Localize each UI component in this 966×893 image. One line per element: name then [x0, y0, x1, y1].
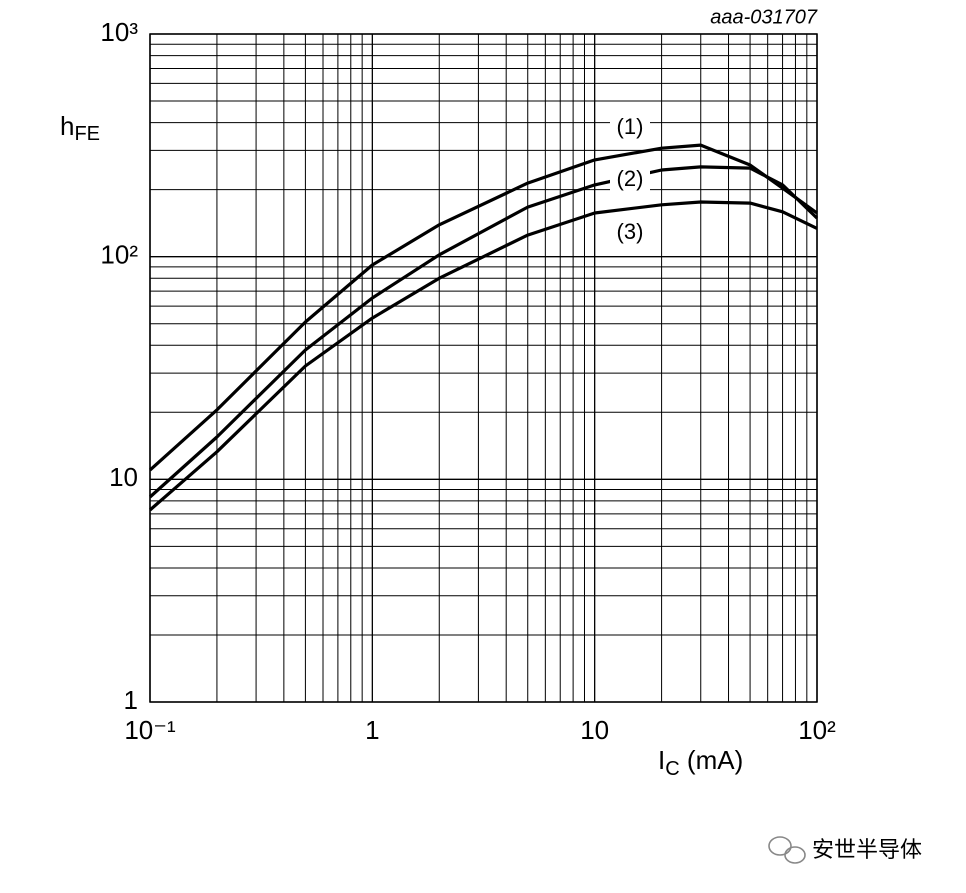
series-line [148, 200, 818, 512]
series-line [148, 143, 818, 472]
series-label-bg [610, 166, 650, 194]
series-label: (3) [617, 219, 644, 244]
y-tick-label: 10 [109, 462, 138, 492]
annotation: aaa-031707 [710, 6, 818, 28]
y-tick-label: 10² [100, 240, 138, 270]
plot-frame [149, 33, 818, 703]
series-label: (1) [617, 114, 644, 139]
y-label-sub: FE [74, 123, 100, 145]
series-label: (2) [617, 166, 644, 191]
x-axis-label: IC (mA) [658, 745, 743, 780]
y-label-main: h [60, 111, 74, 141]
x-tick-label: 10 [580, 715, 609, 745]
x-label-main: I [658, 745, 665, 775]
watermark: 安世半导体 [812, 837, 922, 862]
x-label-sub: C [665, 758, 679, 780]
watermark-icon [768, 836, 806, 864]
x-label-unit: (mA) [680, 745, 744, 775]
y-axis-label: hFE [60, 111, 100, 145]
y-tick-label: 1 [124, 685, 138, 715]
series-line [148, 165, 819, 499]
x-tick-label: 10⁻¹ [124, 715, 176, 745]
series-label-bg [610, 114, 650, 142]
x-tick-label: 10² [798, 715, 836, 745]
series-label-bg [610, 219, 650, 247]
x-tick-label: 1 [365, 715, 379, 745]
y-tick-label: 10³ [100, 17, 138, 47]
